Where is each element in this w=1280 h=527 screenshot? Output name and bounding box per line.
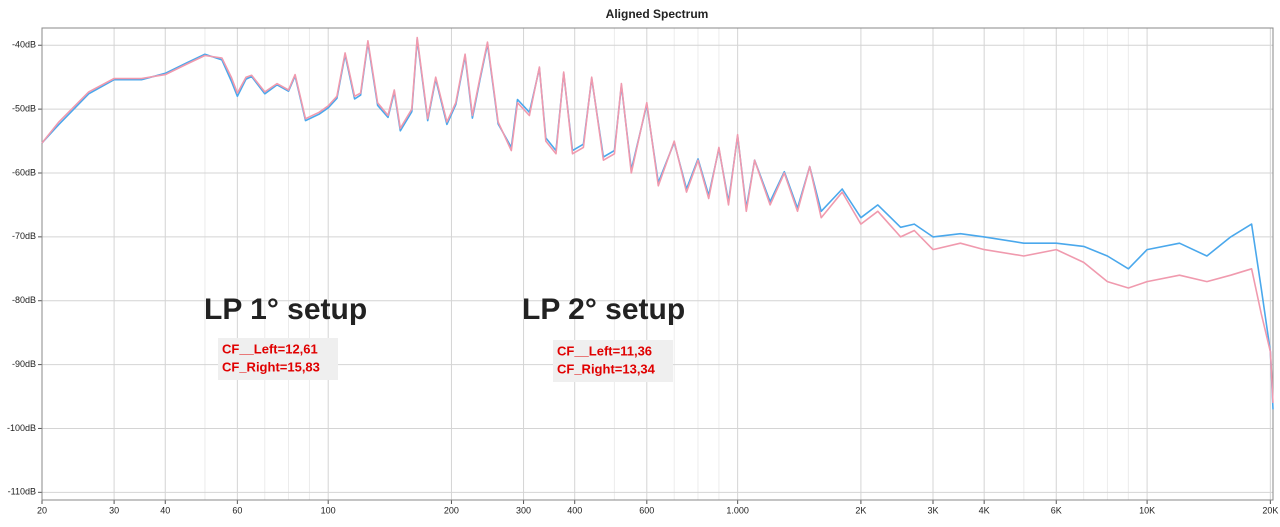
y-tick-label: -110dB: [8, 487, 36, 497]
x-tick-label: 40: [160, 505, 170, 515]
x-tick-label: 6K: [1051, 505, 1062, 515]
setup-label: LP 2° setup: [522, 293, 685, 326]
y-tick-label: -80dB: [12, 295, 36, 305]
x-tick-label: 60: [232, 505, 242, 515]
x-tick-label: 10K: [1139, 505, 1155, 515]
y-tick-label: -70dB: [12, 231, 36, 241]
crest-factor-label: CF_Right=13,34: [557, 361, 656, 376]
y-tick-label: -90dB: [12, 359, 36, 369]
crest-factor-label: CF__Left=11,36: [557, 343, 652, 358]
x-tick-label: 30: [109, 505, 119, 515]
crest-factor-label: CF_Right=15,83: [222, 359, 320, 374]
y-tick-label: -50dB: [12, 103, 36, 113]
x-tick-label: 100: [321, 505, 336, 515]
x-tick-label: 4K: [979, 505, 990, 515]
crest-factor-label: CF__Left=12,61: [222, 341, 318, 356]
x-tick-label: 200: [444, 505, 459, 515]
y-tick-label: -100dB: [7, 423, 36, 433]
x-tick-label: 20K: [1262, 505, 1278, 515]
x-tick-label: 300: [516, 505, 531, 515]
x-tick-label: 20: [37, 505, 47, 515]
x-tick-label: 1.000: [726, 505, 749, 515]
plot-frame: [41, 27, 1274, 501]
y-tick-label: -60dB: [12, 167, 36, 177]
annotation-box: [553, 340, 673, 382]
series-line: [41, 36, 1274, 403]
x-tick-label: 3K: [927, 505, 938, 515]
y-tick-label: -40dB: [12, 40, 36, 50]
x-tick-label: 400: [567, 505, 582, 515]
x-tick-label: 600: [639, 505, 654, 515]
annotation-box: [218, 338, 338, 380]
chart-title: Aligned Spectrum: [606, 7, 709, 21]
setup-label: LP 1° setup: [204, 293, 367, 326]
x-tick-label: 2K: [855, 505, 866, 515]
